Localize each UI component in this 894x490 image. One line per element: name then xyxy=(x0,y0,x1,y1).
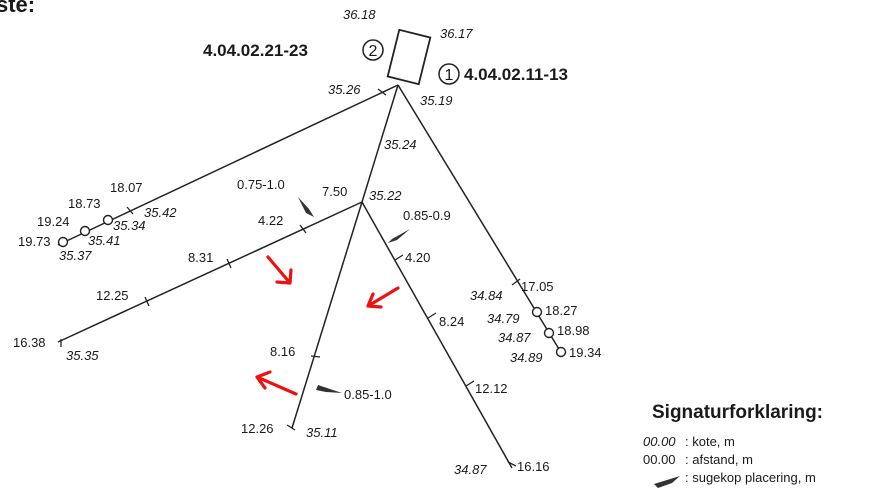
kote-label: 35.41 xyxy=(88,233,121,248)
legend-sugekop-marker xyxy=(654,476,680,488)
partial-heading: ste: xyxy=(0,0,35,17)
kote-label: 34.79 xyxy=(487,311,520,326)
afstand-label: 8.16 xyxy=(270,344,295,359)
kote-label: 35.37 xyxy=(59,248,92,263)
sugekop-marker xyxy=(388,229,410,243)
kote-label: 35.24 xyxy=(384,137,417,152)
kote-label: 35.26 xyxy=(328,82,361,97)
kote-label: 34.84 xyxy=(470,288,503,303)
building-number-circle xyxy=(438,63,460,85)
kote-label: 35.22 xyxy=(369,188,402,203)
kote-label: 35.42 xyxy=(144,205,177,220)
pipe-line-sse xyxy=(361,201,513,469)
afstand-label: 19.73 xyxy=(18,234,51,249)
afstand-label: 19.34 xyxy=(569,345,602,360)
sugekop-label: 0.85-1.0 xyxy=(344,387,392,402)
afstand-label: 8.31 xyxy=(188,250,213,265)
building-number-circle xyxy=(362,39,384,61)
afstand-label: 19.24 xyxy=(37,214,70,229)
afstand-label: 12.12 xyxy=(475,381,508,396)
sugekop-markers xyxy=(298,197,680,488)
afstand-labels: 7.50 4.22 8.31 12.25 16.38 18.07 18.73 1… xyxy=(13,180,602,474)
afstand-label: 12.25 xyxy=(96,288,129,303)
sugekop-label: 0.85-0.9 xyxy=(403,208,451,223)
afstand-label: 16.16 xyxy=(517,459,550,474)
building-label-1: 4.04.02.11-13 xyxy=(464,65,568,84)
legend-sugekop-desc: : sugekop placering, m xyxy=(685,470,816,485)
kote-label: 35.19 xyxy=(420,93,453,108)
afstand-label: 18.27 xyxy=(545,303,578,318)
afstand-label: 7.50 xyxy=(322,184,347,199)
pipe-line-s xyxy=(291,201,363,429)
legend-title: Signaturforklaring: xyxy=(652,402,823,423)
afstand-label: 18.07 xyxy=(110,180,143,195)
red-flow-arrows xyxy=(255,255,400,396)
legend-kote-desc: : kote, m xyxy=(685,434,735,449)
building-number-2: 2 xyxy=(369,43,378,60)
kote-label: 34.89 xyxy=(510,350,543,365)
pipe-line-w xyxy=(57,201,363,343)
legend-kote-sample: 00.00 xyxy=(643,434,676,449)
sugekop-label: 0.75-1.0 xyxy=(237,177,285,192)
legend-afstand-desc: : afstand, m xyxy=(685,452,753,467)
kote-label: 36.18 xyxy=(343,7,376,22)
kote-label: 35.35 xyxy=(66,348,99,363)
kote-label: 35.11 xyxy=(306,425,338,440)
afstand-label: 12.26 xyxy=(241,421,274,436)
kote-label: 36.17 xyxy=(440,26,473,41)
afstand-label: 16.38 xyxy=(13,335,46,350)
sugekop-marker xyxy=(298,197,314,217)
kote-label: 34.87 xyxy=(454,462,487,477)
kote-label: 34.87 xyxy=(498,330,531,345)
afstand-label: 18.98 xyxy=(557,323,590,338)
kote-labels: 36.18 36.17 35.26 35.19 35.24 35.22 35.4… xyxy=(59,7,543,477)
building-number-1: 1 xyxy=(445,67,454,84)
distance-ticks xyxy=(60,88,521,467)
afstand-label: 4.20 xyxy=(405,250,430,265)
afstand-label: 18.73 xyxy=(68,196,101,211)
afstand-label: 17.05 xyxy=(521,279,554,294)
pipe-line-trunk xyxy=(361,84,399,203)
sugekop-marker xyxy=(316,385,342,393)
building-label-2: 4.04.02.21-23 xyxy=(203,41,308,60)
legend: Signaturforklaring: 00.00 : kote, m 00.0… xyxy=(643,402,823,485)
sample-points xyxy=(57,214,567,358)
kote-label: 35.34 xyxy=(113,218,146,233)
pipe-line-nw xyxy=(57,84,399,246)
afstand-label: 4.22 xyxy=(258,213,283,228)
afstand-label: 8.24 xyxy=(439,314,464,329)
legend-afstand-sample: 00.00 xyxy=(643,452,676,467)
building xyxy=(386,28,432,86)
